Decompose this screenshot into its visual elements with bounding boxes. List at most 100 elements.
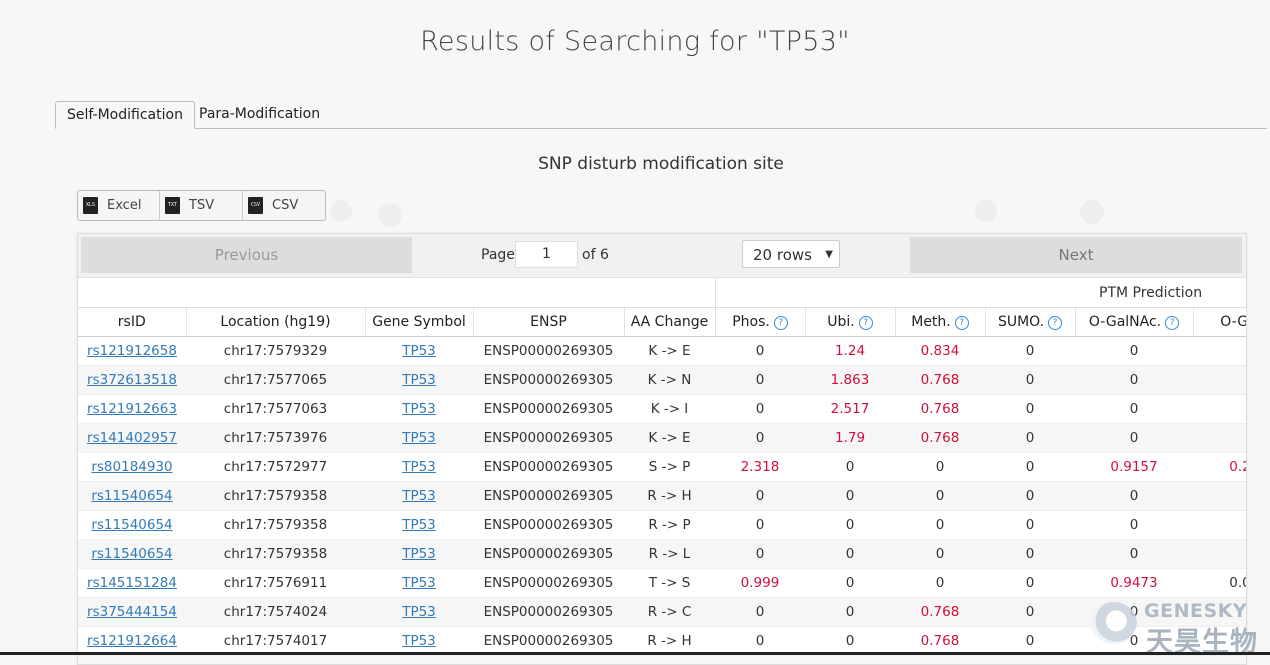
table-cell: 2.318 xyxy=(715,453,805,482)
table-cell: chr17:7573976 xyxy=(186,424,365,453)
column-header-gene-symbol[interactable]: Gene Symbol xyxy=(365,307,473,337)
table-cell: ENSP00000269305 xyxy=(473,656,624,665)
gene-symbol-link[interactable]: TP53 xyxy=(365,656,473,665)
tab-para-modification[interactable]: Para-Modification xyxy=(188,101,331,127)
gene-symbol-link[interactable]: TP53 xyxy=(365,424,473,453)
genesky-logo-icon xyxy=(1091,602,1137,644)
help-icon[interactable]: ? xyxy=(1165,316,1179,330)
column-header-ubi[interactable]: Ubi.? xyxy=(805,307,895,337)
csv-file-icon: CSV xyxy=(248,197,263,214)
background-decoration xyxy=(378,203,402,227)
table-cell: chr17:7579358 xyxy=(186,482,365,511)
gene-symbol-link[interactable]: TP53 xyxy=(365,366,473,395)
export-excel-button[interactable]: XLS Excel xyxy=(78,191,160,220)
table-cell: chr17:7577063 xyxy=(186,395,365,424)
rsid-link[interactable]: rs11540654 xyxy=(78,482,186,511)
table-cell xyxy=(1193,540,1247,569)
background-decoration xyxy=(330,200,352,222)
rsid-link[interactable]: rs375444154 xyxy=(78,598,186,627)
column-header-label: SUMO. xyxy=(998,314,1044,330)
table-cell: 0 xyxy=(1075,511,1193,540)
table-cell xyxy=(1193,511,1247,540)
page-count-label: of 6 xyxy=(582,247,609,263)
next-page-button[interactable]: Next xyxy=(910,237,1242,273)
previous-page-button[interactable]: Previous xyxy=(81,237,412,273)
column-header-sumo[interactable]: SUMO.? xyxy=(985,307,1075,337)
column-header-location-hg19[interactable]: Location (hg19) xyxy=(186,307,365,337)
gene-symbol-link[interactable]: TP53 xyxy=(365,337,473,366)
help-icon[interactable]: ? xyxy=(955,316,969,330)
table-cell xyxy=(1193,395,1247,424)
table-row: rs121912664chr17:7574017TP53ENSP00000269… xyxy=(78,656,1247,665)
table-cell: 0 xyxy=(805,482,895,511)
column-header-phos[interactable]: Phos.? xyxy=(715,307,805,337)
table-cell: 0 xyxy=(805,453,895,482)
table-cell xyxy=(1193,366,1247,395)
rsid-link[interactable]: rs372613518 xyxy=(78,366,186,395)
table-cell: R -> L xyxy=(624,540,715,569)
rsid-link[interactable]: rs80184930 xyxy=(78,453,186,482)
export-tsv-label: TSV xyxy=(189,198,214,213)
rsid-link[interactable]: rs121912664 xyxy=(78,656,186,665)
column-header-o-glc[interactable]: O-Glc xyxy=(1193,307,1247,337)
rsid-link[interactable]: rs121912663 xyxy=(78,395,186,424)
table-cell: 0 xyxy=(715,424,805,453)
column-header-rsid[interactable]: rsID xyxy=(78,307,186,337)
column-header-ensp[interactable]: ENSP xyxy=(473,307,624,337)
table-cell: 0 xyxy=(895,540,985,569)
column-header-label: Ubi. xyxy=(827,314,854,330)
table-cell: 0 xyxy=(985,453,1075,482)
table-cell: 0 xyxy=(985,598,1075,627)
tab-self-modification[interactable]: Self-Modification xyxy=(55,101,195,129)
column-header-o-galnac[interactable]: O-GalNAc.? xyxy=(1075,307,1193,337)
gene-symbol-link[interactable]: TP53 xyxy=(365,395,473,424)
table-cell: 0 xyxy=(895,569,985,598)
table-cell: ENSP00000269305 xyxy=(473,366,624,395)
table-cell: 0 xyxy=(1075,540,1193,569)
column-header-meth[interactable]: Meth.? xyxy=(895,307,985,337)
table-cell: 0 xyxy=(715,395,805,424)
gene-symbol-link[interactable]: TP53 xyxy=(365,453,473,482)
table-cell: 0 xyxy=(805,656,895,665)
table-cell: 0 xyxy=(715,337,805,366)
table-cell: ENSP00000269305 xyxy=(473,540,624,569)
table-cell: 0.768 xyxy=(895,395,985,424)
rsid-link[interactable]: rs11540654 xyxy=(78,511,186,540)
rsid-link[interactable]: rs121912658 xyxy=(78,337,186,366)
help-icon[interactable]: ? xyxy=(774,316,788,330)
export-tsv-button[interactable]: TXT TSV xyxy=(160,191,243,220)
table-cell xyxy=(1193,424,1247,453)
table-cell: 0 xyxy=(985,569,1075,598)
column-header-label: ENSP xyxy=(530,314,567,330)
table-cell: T -> S xyxy=(624,569,715,598)
column-header-aa-change[interactable]: AA Change xyxy=(624,307,715,337)
table-cell: K -> I xyxy=(624,395,715,424)
table-cell: 0 xyxy=(1075,482,1193,511)
gene-symbol-link[interactable]: TP53 xyxy=(365,511,473,540)
rsid-link[interactable]: rs145151284 xyxy=(78,569,186,598)
gene-symbol-link[interactable]: TP53 xyxy=(365,598,473,627)
table-cell: 1.24 xyxy=(805,337,895,366)
table-cell: 0 xyxy=(895,453,985,482)
rsid-link[interactable]: rs141402957 xyxy=(78,424,186,453)
export-csv-button[interactable]: CSV CSV xyxy=(243,191,325,220)
gene-symbol-link[interactable]: TP53 xyxy=(365,482,473,511)
column-header-label: Meth. xyxy=(911,314,951,330)
rsid-link[interactable]: rs11540654 xyxy=(78,540,186,569)
pagination-bar: Previous Page 1 of 6 20 rows ▼ Next xyxy=(78,234,1246,278)
help-icon[interactable]: ? xyxy=(1048,316,1062,330)
table-cell: K -> E xyxy=(624,424,715,453)
gene-symbol-link[interactable]: TP53 xyxy=(365,540,473,569)
table-cell: ENSP00000269305 xyxy=(473,337,624,366)
help-icon[interactable]: ? xyxy=(859,316,873,330)
table-cell: 0.2 xyxy=(1193,453,1247,482)
gene-symbol-link[interactable]: TP53 xyxy=(365,569,473,598)
rows-per-page-value: 20 rows xyxy=(753,246,812,264)
rows-per-page-select[interactable]: 20 rows ▼ xyxy=(742,240,840,268)
background-decoration xyxy=(1080,200,1104,224)
table-cell: K -> N xyxy=(624,366,715,395)
page-number-input[interactable]: 1 xyxy=(515,241,578,268)
page-label: Page xyxy=(481,247,515,263)
